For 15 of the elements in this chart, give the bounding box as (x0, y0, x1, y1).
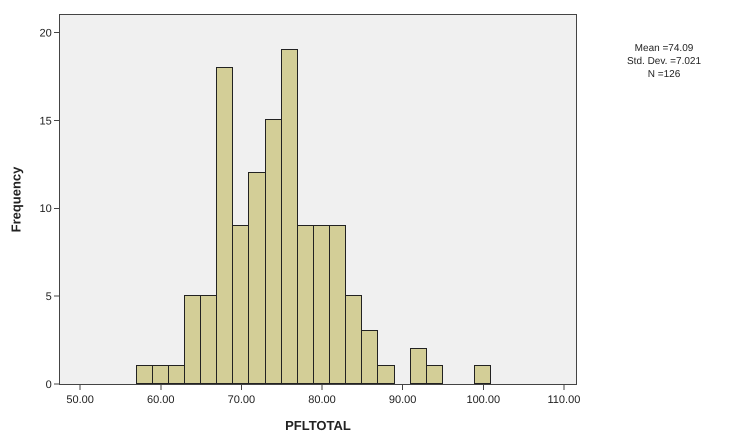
y-tick-label: 15 (40, 115, 52, 128)
x-tick-label: 80.00 (308, 394, 336, 406)
y-tick-label: 10 (40, 203, 52, 216)
y-tick-label: 0 (46, 378, 52, 391)
y-tick-label: 5 (46, 290, 52, 303)
x-tick-label: 110.00 (547, 394, 580, 406)
x-tick-label: 70.00 (228, 394, 256, 406)
x-tick-label: 100.00 (466, 394, 500, 406)
x-axis-title: PFLTOTAL (285, 418, 351, 433)
x-tick-label: 90.00 (388, 394, 416, 406)
y-tick-label: 20 (40, 27, 52, 40)
x-tick-label: 60.00 (147, 394, 175, 406)
y-axis-title: Frequency (8, 166, 24, 232)
text: Mean =74.09 Std. Dev. =7.021 N =126 (627, 43, 702, 80)
x-tick-label: 50.00 (66, 394, 94, 406)
